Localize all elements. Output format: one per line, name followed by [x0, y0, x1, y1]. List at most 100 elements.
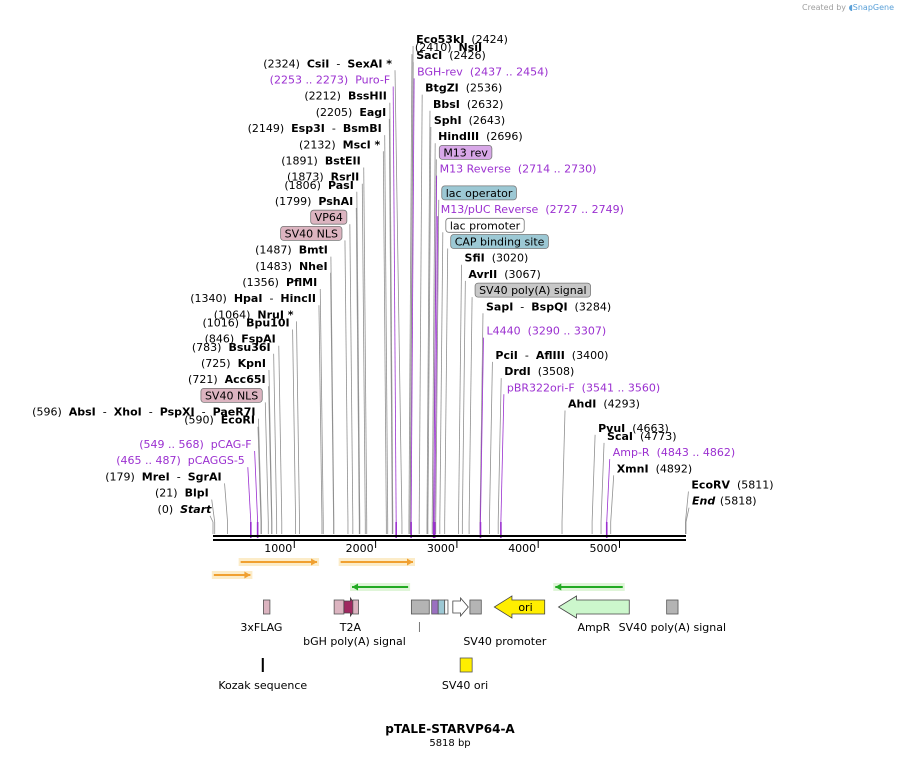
site-coordinate: (1016)	[203, 317, 240, 330]
feature-label-sv40-nls[interactable]: SV40 NLS	[280, 225, 343, 241]
site-label-msci[interactable]: (2132) MscI *	[299, 138, 381, 151]
site-label-hindiii[interactable]: HindIII (2696)	[438, 130, 523, 143]
primer-label-m13-reverse[interactable]: M13 Reverse (2714 .. 2730)	[440, 163, 597, 176]
site-label-nhei[interactable]: (1483) NheI	[255, 260, 327, 273]
feature-t2a[interactable]: T2A	[339, 596, 362, 634]
feature-label-vp64[interactable]: VP64	[310, 209, 348, 225]
site-label-nrui[interactable]: (1064) NruI *	[214, 308, 294, 321]
leader-line	[273, 353, 278, 523]
primer-label-549-568[interactable]: (549 .. 568) pCAG-F	[139, 438, 251, 451]
enzyme-name: EcoRV	[691, 479, 730, 492]
site-label-saci[interactable]: SacI (2426)	[416, 49, 486, 62]
feature-segment-3[interactable]	[352, 599, 359, 615]
feature-ori[interactable]: ori	[493, 595, 546, 619]
primer-label-2253-2273[interactable]: (2253 .. 2273) Puro-F	[270, 74, 391, 87]
site-label-mrei[interactable]: (179) MreI - SgrAI	[105, 470, 221, 483]
site-label-scai[interactable]: ScaI (4773)	[607, 430, 677, 443]
feature-sv40-promoter[interactable]: SV40 promoter	[452, 596, 547, 648]
leader-line	[409, 62, 414, 523]
leader-line	[264, 402, 269, 523]
leader-line	[610, 475, 615, 523]
site-label-blpi[interactable]: (21) BlpI	[155, 487, 209, 500]
site-label-bbsi[interactable]: BbsI (2632)	[433, 98, 503, 111]
site-label-kpni[interactable]: (725) KpnI	[201, 357, 266, 370]
feature-label-sv40-nls[interactable]: SV40 NLS	[200, 387, 263, 403]
feature-label-lac-promoter[interactable]: lac promoter	[445, 217, 525, 233]
site-label-hpai[interactable]: (1340) HpaI - HincII	[190, 292, 316, 305]
site-label-bsu36i[interactable]: (783) Bsu36I	[192, 341, 271, 354]
feature-sv40-poly-a-signal[interactable]: SV40 poly(A) signal	[619, 599, 726, 634]
feature-label-box	[200, 387, 263, 403]
primer-label-bgh-rev[interactable]: BGH-rev (2437 .. 2454)	[417, 65, 548, 78]
feature-segment-9[interactable]	[469, 599, 482, 615]
feature-label-cap-binding-site[interactable]: CAP binding site	[450, 234, 549, 249]
feature-segment-7[interactable]	[444, 599, 449, 615]
feature-sv40-ori[interactable]: SV40 ori	[442, 657, 488, 692]
feature-kozak-sequence[interactable]: Kozak sequence	[218, 658, 307, 692]
site-label-sphi[interactable]: SphI (2643)	[434, 114, 505, 127]
site-label-ecori[interactable]: (590) EcoRI	[184, 414, 255, 427]
site-label-btgzi[interactable]: BtgZI (2536)	[425, 82, 502, 95]
feature-label-lac-operator[interactable]: lac operator	[441, 185, 517, 201]
feature-label-sv40-poly-a-signal[interactable]: SV40 poly(A) signal	[474, 282, 591, 298]
site-label-sapi[interactable]: SapI - BspQI (3284)	[486, 300, 611, 313]
site-label-eco53ki[interactable]: Eco53kI (2424)	[416, 33, 508, 46]
enzyme-name: SgrAI	[188, 470, 222, 483]
feature-segment-5[interactable]	[431, 599, 439, 615]
site-label-pasi[interactable]: (1806) PasI	[284, 179, 353, 192]
site-label-pshai[interactable]: (1799) PshAI	[275, 195, 353, 208]
site-label-rsrii[interactable]: (1873) RsrII	[287, 171, 359, 184]
feature-segment-1[interactable]	[333, 599, 345, 615]
site-label-pcii[interactable]: PciI - AflIII (3400)	[495, 349, 608, 362]
site-label-csii[interactable]: (2324) CsiI - SexAI *	[263, 57, 392, 70]
feature-label-box	[441, 185, 517, 201]
site-coordinate: (2205)	[316, 106, 353, 119]
separator-text: -	[332, 122, 336, 135]
feature-label-m13-rev[interactable]: M13 rev	[438, 144, 493, 160]
site-label-ahdi[interactable]: AhdI (4293)	[568, 398, 640, 411]
site-label-bsshii[interactable]: (2212) BssHII	[304, 90, 386, 103]
enzyme-name: PaeR7I	[213, 406, 256, 419]
site-label-start[interactable]: (0) Start	[158, 503, 213, 516]
site-label-bmti[interactable]: (1487) BmtI	[255, 244, 328, 257]
site-label-pvui[interactable]: PvuI (4663)	[598, 422, 669, 435]
feature-name: SV40 promoter	[463, 635, 547, 648]
site-label-absi[interactable]: (596) AbsI - XhoI - PspXI - PaeR7I	[32, 406, 255, 419]
feature-label-box	[474, 282, 591, 298]
site-label-avrii[interactable]: AvrII (3067)	[468, 268, 540, 281]
primer-label-pbr322ori-f[interactable]: pBR322ori-F (3541 .. 3560)	[507, 381, 660, 394]
site-coordinate: (2212)	[304, 90, 341, 103]
feature-shape	[469, 599, 482, 615]
site-label-acc65i[interactable]: (721) Acc65I	[188, 373, 266, 386]
feature-ampr[interactable]: AmpR	[557, 595, 630, 634]
feature-bgh-poly-a-signal[interactable]: bGH poly(A) signal	[303, 599, 430, 648]
leader-line	[394, 70, 403, 523]
feature-label-text: lac operator	[446, 187, 513, 200]
leader-line	[247, 467, 252, 523]
leader-line	[389, 102, 394, 523]
primer-label-465-487[interactable]: (465 .. 487) pCAGGS-5	[116, 454, 245, 467]
site-label-bsteii[interactable]: (1891) BstEII	[281, 155, 360, 168]
feature-label-text: VP64	[315, 211, 343, 224]
site-label-pflmi[interactable]: (1356) PflMI	[242, 276, 317, 289]
site-label-drdi[interactable]: DrdI (3508)	[504, 365, 574, 378]
site-label-nsii[interactable]: (2410) NsiI	[415, 41, 482, 54]
site-label-esp3i[interactable]: (2149) Esp3I - BsmBI	[248, 122, 382, 135]
site-label-fspai[interactable]: (846) FspAI	[205, 333, 276, 346]
site-label-eagi[interactable]: (2205) EagI	[316, 106, 386, 119]
backbone-bottom-strand	[213, 539, 686, 541]
primer-label-m13-puc-reverse[interactable]: M13/pUC Reverse (2727 .. 2749)	[441, 203, 624, 216]
site-label-end[interactable]: End (5818)	[692, 495, 756, 508]
enzyme-name: ScaI	[607, 430, 633, 443]
feature-segment-6[interactable]	[437, 599, 446, 615]
enzyme-name: BstEII	[325, 155, 361, 168]
primer-label-l4440[interactable]: L4440 (3290 .. 3307)	[486, 325, 606, 338]
feature-3xflag[interactable]: 3xFLAG	[240, 599, 282, 634]
leader-line	[561, 410, 566, 523]
primer-label-amp-r[interactable]: Amp-R (4843 .. 4862)	[613, 446, 735, 459]
site-label-sfii[interactable]: SfiI (3020)	[465, 252, 529, 265]
site-coordinate: (846)	[205, 333, 235, 346]
site-label-bpu10i[interactable]: (1016) Bpu10I	[203, 317, 290, 330]
site-label-ecorv[interactable]: EcoRV (5811)	[691, 479, 773, 492]
site-label-xmni[interactable]: XmnI (4892)	[617, 462, 692, 475]
